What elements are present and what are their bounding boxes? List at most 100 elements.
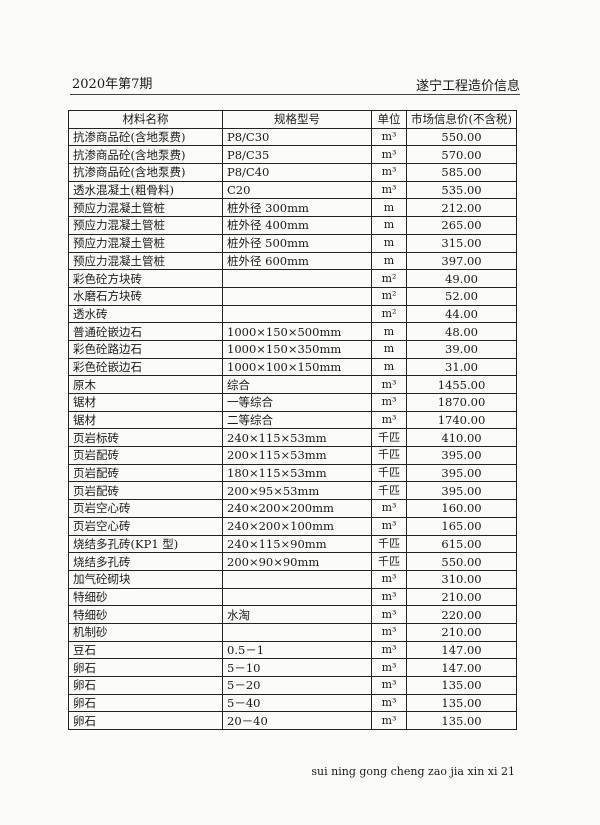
spec-cell — [222, 304, 372, 324]
spec-cell: 桩外径 400mm — [222, 216, 372, 235]
material-name-cell: 卵石 — [68, 676, 223, 695]
spec-cell: 1000×100×150mm — [222, 357, 372, 377]
unit-cell: 千匹 — [371, 481, 407, 501]
unit-cell: 千匹 — [371, 463, 407, 483]
unit-cell: m² — [371, 304, 407, 324]
table-row: 机制砂 m³ 210.00 — [68, 622, 517, 642]
table-row: 特细砂 m³ 210.00 — [68, 587, 517, 607]
table-row: 彩色砼方块砖 m² 49.00 — [68, 269, 517, 288]
price-cell: 410.00 — [406, 428, 517, 448]
spec-cell: 240×115×53mm — [222, 428, 372, 448]
column-header: 规格型号 — [222, 110, 372, 129]
table-row: 锯材 一等综合 m³ 1870.00 — [68, 393, 517, 412]
material-name-cell: 预应力混凝土管桩 — [68, 216, 223, 235]
table-row: 特细砂 水淘 m³ 220.00 — [68, 605, 517, 624]
unit-cell: m³ — [371, 640, 407, 660]
spec-cell — [222, 569, 372, 589]
unit-cell: m³ — [371, 145, 407, 165]
material-name-cell: 彩色砼嵌边石 — [68, 357, 223, 377]
spec-cell: 200×115×53mm — [222, 446, 372, 465]
price-cell: 395.00 — [406, 481, 517, 501]
unit-cell: m³ — [371, 587, 407, 607]
price-cell: 550.00 — [406, 552, 517, 571]
spec-cell: 桩外径 300mm — [222, 198, 372, 218]
unit-cell: m³ — [371, 622, 407, 642]
unit-cell: m — [371, 251, 407, 271]
unit-cell: m³ — [371, 693, 407, 713]
spec-cell: 1000×150×500mm — [222, 322, 372, 341]
unit-cell: m³ — [371, 499, 407, 518]
table-row: 卵石 5－10 m³ 147.00 — [68, 658, 517, 677]
unit-cell: m — [371, 322, 407, 341]
material-name-cell: 预应力混凝土管桩 — [68, 251, 223, 271]
unit-cell: m³ — [371, 180, 407, 200]
table-row: 原木 综合 m³ 1455.00 — [68, 375, 517, 394]
unit-cell: m³ — [371, 605, 407, 624]
unit-cell: 千匹 — [371, 428, 407, 448]
spec-cell: 水淘 — [222, 605, 372, 624]
material-name-cell: 页岩空心砖 — [68, 499, 223, 518]
price-cell: 310.00 — [406, 569, 517, 589]
price-cell: 135.00 — [406, 693, 517, 713]
unit-cell: m³ — [371, 569, 407, 589]
table-row: 预应力混凝土管桩 桩外径 400mm m 265.00 — [68, 216, 517, 235]
price-cell: 39.00 — [406, 339, 517, 359]
spec-cell — [222, 622, 372, 642]
spec-cell: 5－10 — [222, 658, 372, 677]
price-cell: 160.00 — [406, 499, 517, 518]
unit-cell: m — [371, 233, 407, 253]
unit-cell: m — [371, 198, 407, 218]
spec-cell — [222, 587, 372, 607]
table-row: 普通砼嵌边石 1000×150×500mm m 48.00 — [68, 322, 517, 341]
price-cell: 1870.00 — [406, 393, 517, 412]
price-cell: 570.00 — [406, 145, 517, 165]
price-cell: 1455.00 — [406, 375, 517, 394]
price-cell: 52.00 — [406, 286, 517, 306]
material-name-cell: 原木 — [68, 375, 223, 394]
spec-cell: 240×200×200mm — [222, 499, 372, 518]
material-name-cell: 锯材 — [68, 410, 223, 430]
material-name-cell: 卵石 — [68, 658, 223, 677]
spec-cell: 180×115×53mm — [222, 463, 372, 483]
unit-cell: m² — [371, 269, 407, 288]
table-row: 页岩配砖 180×115×53mm 千匹 395.00 — [68, 463, 517, 483]
price-cell: 265.00 — [406, 216, 517, 235]
price-cell: 397.00 — [406, 251, 517, 271]
table-row: 透水混凝土(粗骨料) C20 m³ 535.00 — [68, 180, 517, 200]
price-cell: 135.00 — [406, 711, 517, 731]
table-row: 预应力混凝土管桩 桩外径 300mm m 212.00 — [68, 198, 517, 218]
table-row: 抗渗商品砼(含地泵费) P8/C35 m³ 570.00 — [68, 145, 517, 165]
price-cell: 315.00 — [406, 233, 517, 253]
material-name-cell: 透水砖 — [68, 304, 223, 324]
material-name-cell: 烧结多孔砖(KP1 型) — [68, 534, 223, 554]
material-name-cell: 抗渗商品砼(含地泵费) — [68, 163, 223, 182]
price-cell: 210.00 — [406, 587, 517, 607]
material-name-cell: 页岩标砖 — [68, 428, 223, 448]
price-cell: 212.00 — [406, 198, 517, 218]
spec-cell: 1000×150×350mm — [222, 339, 372, 359]
unit-cell: m² — [371, 286, 407, 306]
unit-cell: m³ — [371, 393, 407, 412]
table-row: 透水砖 m² 44.00 — [68, 304, 517, 324]
material-name-cell: 页岩配砖 — [68, 463, 223, 483]
spec-cell: 200×90×90mm — [222, 552, 372, 571]
material-name-cell: 锯材 — [68, 393, 223, 412]
unit-cell: 千匹 — [371, 446, 407, 465]
price-cell: 395.00 — [406, 463, 517, 483]
unit-cell: m³ — [371, 711, 407, 731]
header-divider — [70, 94, 520, 95]
material-name-cell: 预应力混凝土管桩 — [68, 233, 223, 253]
price-cell: 535.00 — [406, 180, 517, 200]
unit-cell: m³ — [371, 658, 407, 677]
material-name-cell: 页岩空心砖 — [68, 516, 223, 536]
spec-cell: 桩外径 500mm — [222, 233, 372, 253]
price-cell: 48.00 — [406, 322, 517, 341]
material-name-cell: 页岩配砖 — [68, 446, 223, 465]
unit-cell: m — [371, 357, 407, 377]
unit-cell: m³ — [371, 410, 407, 430]
publication-title: 遂宁工程造价信息 — [415, 79, 520, 94]
price-cell: 31.00 — [406, 357, 517, 377]
unit-cell: 千匹 — [371, 552, 407, 571]
price-cell: 1740.00 — [406, 410, 517, 430]
spec-cell: 桩外径 600mm — [222, 251, 372, 271]
